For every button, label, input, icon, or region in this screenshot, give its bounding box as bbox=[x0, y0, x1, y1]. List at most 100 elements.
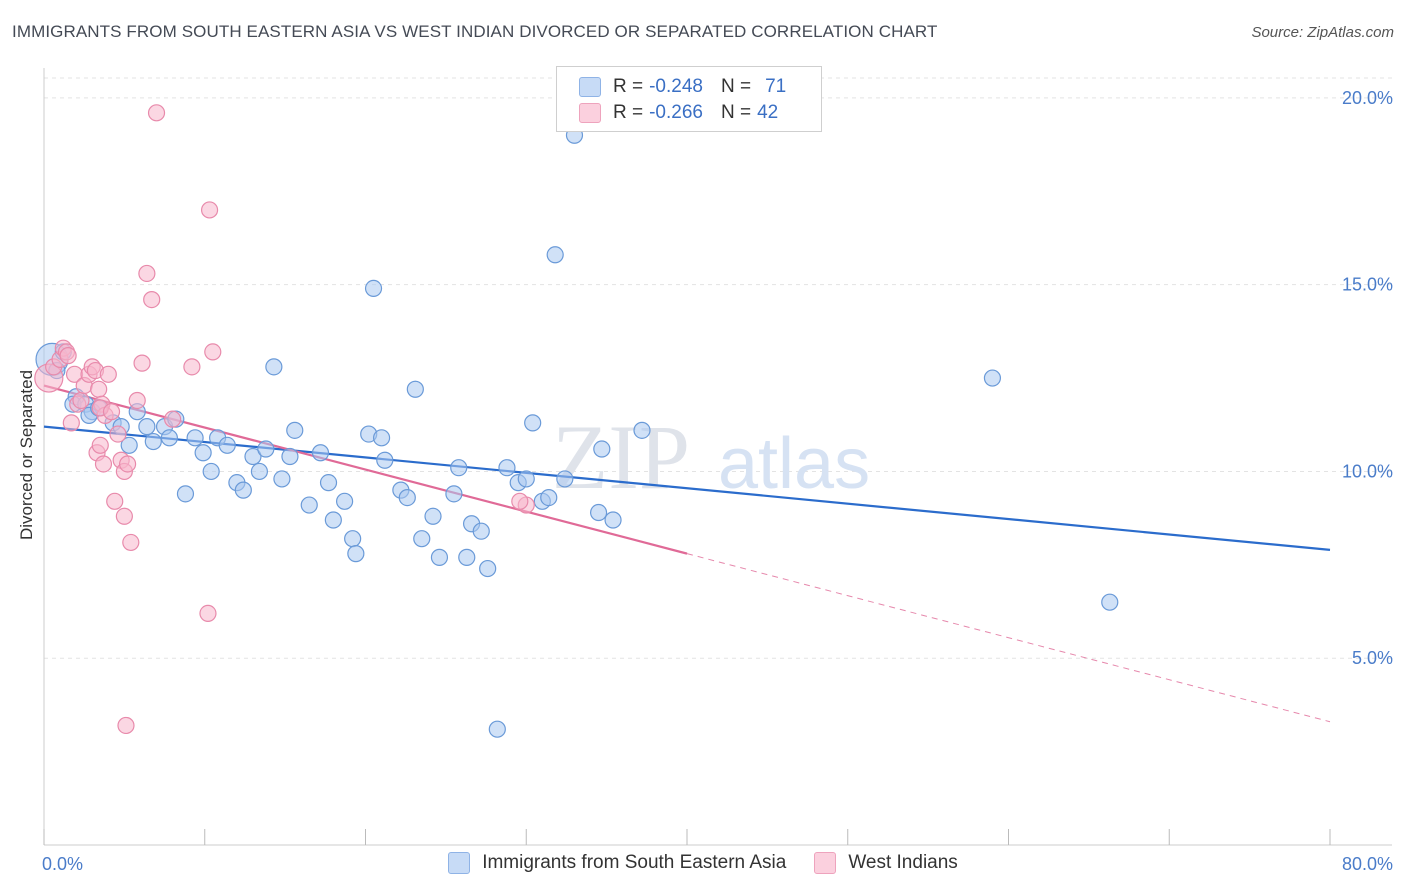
watermark: ZIP atlas bbox=[552, 406, 870, 508]
series-legend-item-sea: Immigrants from South Eastern Asia bbox=[448, 852, 786, 874]
point-sea bbox=[589, 503, 608, 522]
point-sea bbox=[120, 436, 138, 454]
axes bbox=[43, 68, 1392, 846]
series-legend-item-wi: West Indians bbox=[814, 852, 958, 874]
legend-swatch-wi bbox=[579, 103, 601, 123]
legend-r-label: R = bbox=[613, 76, 644, 97]
series-legend: Immigrants from South Eastern Asia West … bbox=[0, 852, 1406, 874]
point-sea bbox=[1101, 593, 1119, 611]
point-sea bbox=[430, 548, 449, 566]
y-axis-label: Divorced or Separated bbox=[17, 370, 36, 540]
point-west-indian bbox=[102, 403, 121, 421]
trend-line-west-indian bbox=[43, 384, 688, 555]
point-sea bbox=[138, 418, 156, 436]
point-west-indian bbox=[199, 604, 217, 622]
point-sea bbox=[556, 470, 574, 488]
point-sea bbox=[372, 429, 391, 447]
point-sea bbox=[286, 421, 304, 439]
y-tick-label: 5.0% bbox=[1352, 648, 1393, 668]
point-west-indian bbox=[511, 492, 529, 510]
point-sea bbox=[445, 485, 463, 503]
point-west-indian bbox=[62, 414, 80, 432]
x-tick-labels: 0.0% 80.0% bbox=[42, 854, 1393, 874]
correlation-legend: R = -0.248 N = 71 R = -0.266 N = 42 bbox=[556, 66, 822, 132]
legend-r-value: -0.266 bbox=[649, 102, 703, 123]
point-sea bbox=[604, 511, 622, 529]
series-label-wi: West Indians bbox=[848, 852, 958, 873]
point-sea bbox=[257, 440, 275, 458]
point-sea bbox=[450, 459, 468, 477]
point-sea bbox=[202, 462, 220, 481]
point-sea bbox=[983, 369, 1002, 387]
point-sea bbox=[319, 474, 338, 492]
point-sea bbox=[273, 470, 291, 488]
point-sea bbox=[488, 720, 506, 738]
point-sea bbox=[546, 246, 564, 264]
point-sea bbox=[472, 522, 490, 540]
legend-n-value: 42 bbox=[757, 102, 779, 123]
point-sea bbox=[324, 511, 342, 529]
point-sea bbox=[413, 530, 431, 548]
point-sea bbox=[234, 481, 252, 499]
point-west-indian bbox=[143, 291, 161, 309]
point-sea bbox=[244, 447, 262, 466]
point-sea bbox=[498, 459, 516, 477]
x-tick-label: 0.0% bbox=[42, 854, 83, 874]
point-sea bbox=[281, 447, 299, 466]
point-west-indian bbox=[138, 264, 156, 283]
x-tick-label: 80.0% bbox=[1342, 854, 1393, 874]
point-west-indian bbox=[106, 492, 124, 510]
chart-title: IMMIGRANTS FROM SOUTH EASTERN ASIA VS WE… bbox=[12, 22, 938, 41]
watermark-atlas: atlas bbox=[718, 424, 870, 504]
point-west-indian bbox=[183, 358, 201, 376]
point-west-indian bbox=[91, 436, 109, 454]
legend-swatch-sea bbox=[579, 77, 601, 97]
legend-r-label: R = bbox=[613, 102, 644, 123]
point-west-indian bbox=[117, 716, 135, 735]
point-west-indian bbox=[118, 455, 137, 473]
point-sea bbox=[593, 440, 611, 458]
point-west-indian bbox=[59, 347, 77, 365]
point-sea bbox=[524, 414, 542, 432]
point-sea bbox=[250, 462, 269, 481]
legend-r-value: -0.248 bbox=[649, 76, 703, 97]
y-tick-labels: 5.0% 10.0% 15.0% 20.0% bbox=[1342, 88, 1393, 668]
point-sea bbox=[218, 436, 236, 454]
legend-n-value: 71 bbox=[765, 76, 787, 97]
point-west-indian bbox=[72, 391, 90, 410]
point-sea bbox=[540, 488, 558, 507]
legend-n-label: N = bbox=[720, 102, 752, 123]
point-sea bbox=[160, 429, 178, 447]
series-label-sea: Immigrants from South Eastern Asia bbox=[482, 852, 787, 873]
point-sea bbox=[424, 507, 442, 525]
legend-row-sea: R = -0.248 N = 71 bbox=[579, 76, 786, 98]
point-sea bbox=[517, 470, 535, 488]
point-west-indian bbox=[115, 507, 133, 525]
data-points bbox=[34, 104, 1119, 738]
legend-n-label: N = bbox=[720, 76, 752, 97]
point-west-indian bbox=[99, 365, 117, 383]
point-west-indian bbox=[109, 425, 127, 443]
point-west-indian bbox=[128, 391, 146, 410]
y-tick-label: 10.0% bbox=[1342, 461, 1393, 481]
point-sea bbox=[633, 421, 651, 439]
x-ticks bbox=[43, 829, 1331, 845]
trend-line-west-indian-extension bbox=[686, 553, 1331, 723]
source-attribution: Source: ZipAtlas.com bbox=[1251, 24, 1394, 41]
point-sea bbox=[144, 432, 162, 451]
point-west-indian bbox=[164, 410, 182, 428]
point-sea bbox=[176, 485, 195, 503]
point-sea bbox=[336, 492, 354, 510]
point-sea bbox=[311, 444, 330, 462]
point-sea bbox=[300, 496, 318, 514]
point-west-indian bbox=[122, 533, 140, 552]
series-swatch-sea bbox=[448, 852, 471, 874]
point-sea bbox=[406, 380, 424, 398]
point-west-indian bbox=[94, 455, 113, 473]
point-sea bbox=[398, 488, 416, 507]
point-west-indian bbox=[200, 201, 219, 219]
point-west-indian bbox=[147, 104, 166, 122]
point-west-indian bbox=[133, 354, 151, 372]
y-tick-label: 15.0% bbox=[1342, 275, 1393, 295]
